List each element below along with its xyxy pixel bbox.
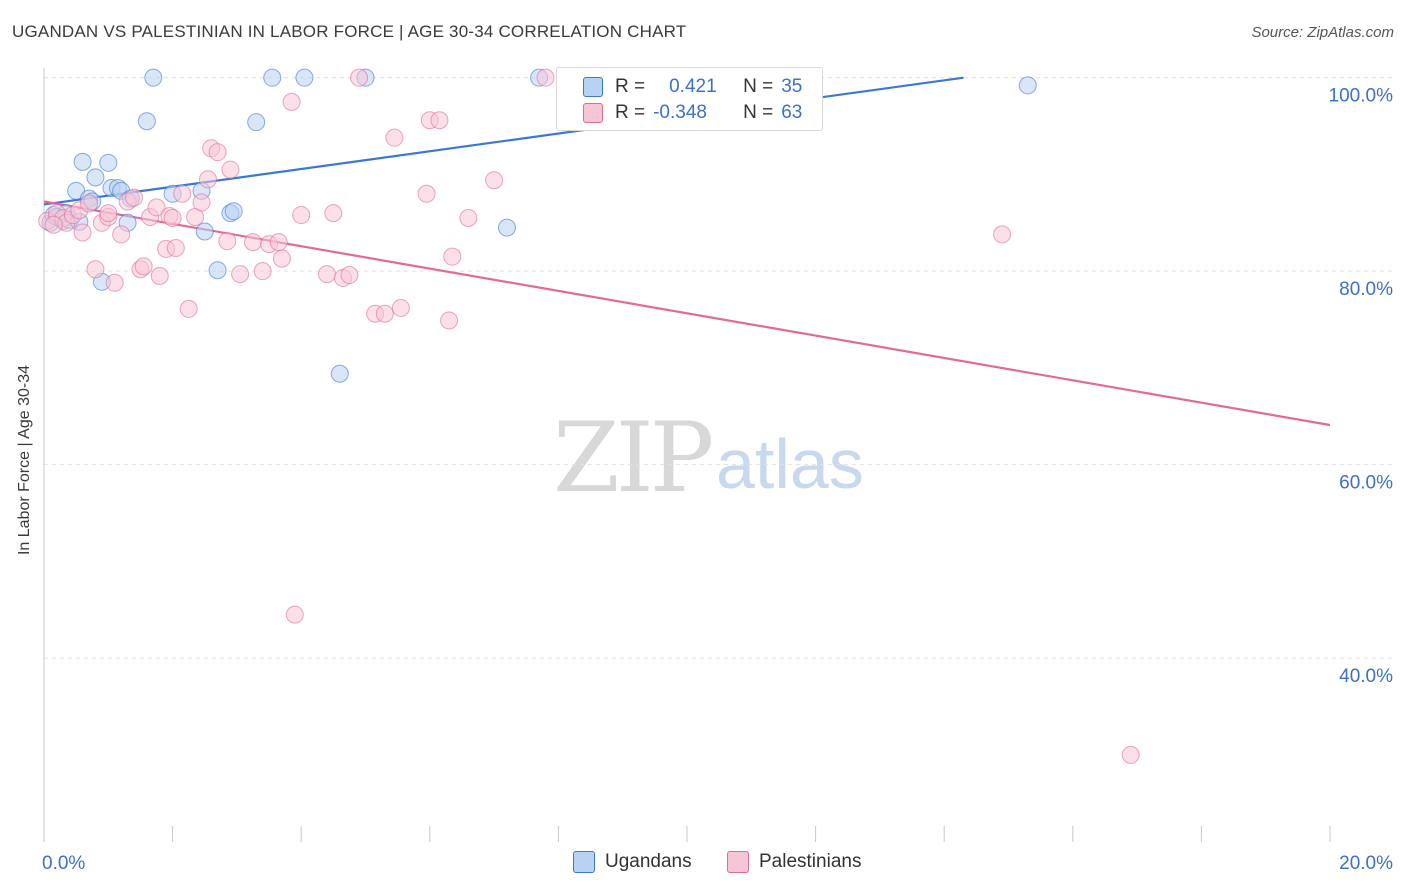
legend-r-value: 0.421 [669,76,717,97]
palestinian-point [231,265,250,284]
ugandan-point [86,168,105,187]
palestinian-point [282,92,301,111]
legend-row-ugandans: R = 0.421 N = 35 [583,75,802,99]
legend-n-value: 35 [781,76,803,97]
palestinian-point [218,232,237,251]
tick-labels: 40.0% 60.0% 80.0% 100.0% 0.0% 20.0% [42,86,1393,874]
palestinian-point [125,188,144,207]
palestinian-point [324,204,343,223]
legend-swatch-pink [727,851,749,873]
ugandan-point [247,113,266,132]
data-points [38,68,1140,764]
legend-r-label: R = [615,76,646,97]
palestinian-point [147,198,166,217]
legend-label-palestinians: Palestinians [759,851,862,872]
palestinian-point [253,262,272,281]
legend-label-ugandans: Ugandans [605,851,692,872]
palestinian-point [134,257,153,276]
palestinian-point [150,267,169,286]
palestinian-point [163,208,182,227]
legend-swatch-blue [573,851,595,873]
palestinian-point [166,238,185,257]
palestinian-point [340,266,359,285]
ugandan-point [497,218,516,237]
watermark-atlas: atlas [716,425,864,503]
palestinian-point [317,265,336,284]
legend-swatch-pink [583,103,603,123]
palestinian-point [459,208,478,227]
palestinian-point [430,111,449,130]
y-tick-label: 40.0% [1339,666,1393,687]
chart-title: UGANDAN VS PALESTINIAN IN LABOR FORCE | … [12,22,687,41]
watermark-zip: ZIP [553,402,714,514]
y-tick-label: 100.0% [1329,86,1394,107]
palestinian-point [485,171,504,190]
palestinian-point [105,273,124,292]
y-tick-label: 60.0% [1339,473,1393,494]
palestinian-point [221,160,240,179]
source-label: Source: ZipAtlas.com [1251,24,1394,41]
bottom-legend-ugandans: Ugandans [573,851,692,873]
palestinian-point [198,170,217,189]
palestinian-point [375,304,394,323]
palestinian-point [292,206,311,225]
axes [43,68,1331,842]
palestinian-point [285,605,304,624]
legend-r-value: -0.348 [653,102,707,123]
ugandan-point [1018,76,1037,95]
palestinian-point [269,233,288,252]
ugandan-point [330,364,349,383]
palestinian-point [112,225,131,244]
palestinian-point [993,225,1012,244]
palestinian-point [350,68,369,87]
x-tick-label-max: 20.0% [1339,853,1393,874]
ugandan-point [137,112,156,131]
palestinian-point [80,194,99,213]
ugandan-point [144,68,163,87]
legend-row-palestinians: R = -0.348 N = 63 [583,101,802,125]
palestinian-point [86,260,105,279]
y-axis-label: In Labor Force | Age 30-34 [16,364,33,556]
ugandan-point [224,202,243,221]
palestinian-point [99,204,118,223]
palestinian-point [208,143,227,162]
palestinian-point [44,215,63,234]
palestinian-trend-line [43,200,1331,427]
palestinian-point [536,68,555,87]
ugandan-point [295,68,314,87]
legend-n-value: 63 [781,102,803,123]
bottom-legend-palestinians: Palestinians [727,851,861,873]
ugandan-point [195,222,214,241]
palestinian-point [440,311,459,330]
palestinian-point [391,298,410,317]
legend-swatch-blue [583,77,603,97]
palestinian-point [417,184,436,203]
ugandan-point [73,152,92,171]
gridlines [44,77,1392,659]
legend-n-label: N = [743,102,774,123]
palestinian-point [73,223,92,242]
palestinian-point [173,184,192,203]
palestinian-point [192,193,211,212]
palestinian-point [443,247,462,266]
palestinian-point [272,249,291,268]
correlation-legend: R = 0.421 N = 35 R = -0.348 N = 63 [556,67,823,131]
palestinian-point [385,128,404,147]
legend-r-label: R = [615,102,646,123]
palestinian-point [1121,745,1140,764]
palestinian-point [179,299,198,318]
palestinian-point [243,233,262,252]
ugandan-point [99,153,118,172]
y-tick-label: 80.0% [1339,279,1393,300]
x-tick-label-min: 0.0% [42,853,85,874]
ugandan-point [208,261,227,280]
ugandan-point [263,68,282,87]
legend-n-label: N = [743,76,774,97]
